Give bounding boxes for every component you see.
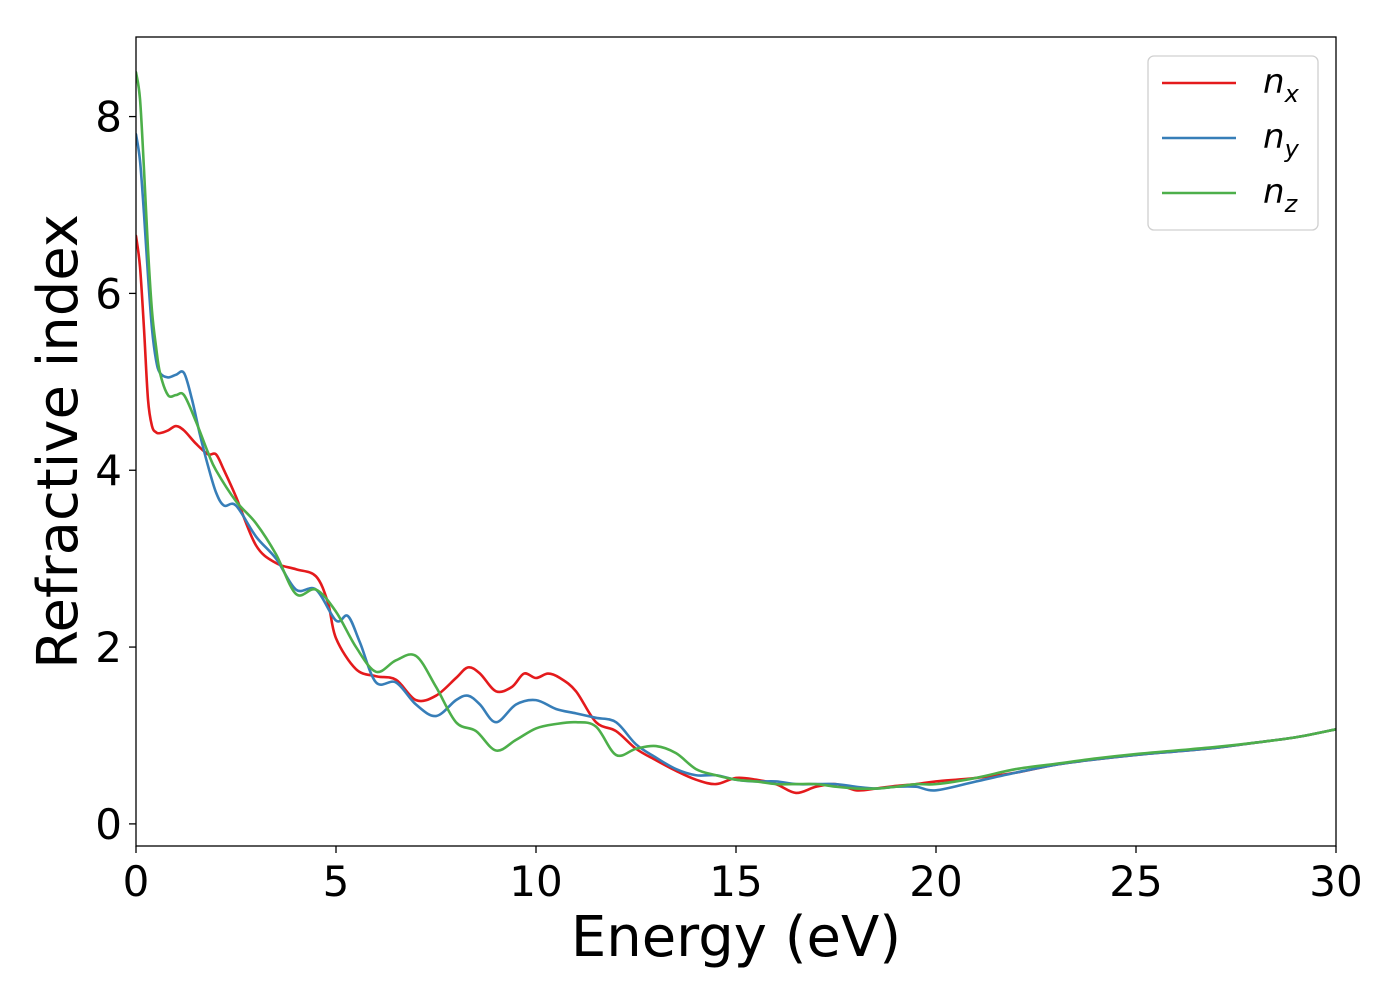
legend-label-nz: nz	[1263, 172, 1299, 218]
y-tick-label: 0	[95, 800, 122, 849]
legend-label-ny: ny	[1263, 117, 1300, 163]
y-tick-label: 6	[95, 269, 122, 318]
x-tick-label: 20	[909, 857, 962, 906]
x-tick-label: 5	[323, 857, 350, 906]
series-line-nz	[136, 71, 1336, 791]
x-axis-ticks: 0 5 10 15 20 25 30	[123, 846, 1363, 906]
x-tick-label: 30	[1309, 857, 1362, 906]
x-axis-label: Energy (eV)	[571, 905, 901, 970]
y-axis-ticks: 0 2 4 6 8	[95, 93, 136, 849]
x-tick-label: 0	[123, 857, 150, 906]
y-tick-label: 4	[95, 446, 122, 495]
y-tick-label: 2	[95, 623, 122, 672]
series-line-ny	[136, 132, 1336, 792]
series-layer	[136, 71, 1336, 795]
series-line-nx	[136, 234, 1336, 795]
legend-box	[1147, 55, 1319, 231]
y-tick-label: 8	[95, 93, 122, 142]
legend-label-nx: nx	[1263, 62, 1300, 108]
y-axis-label: Refractive index	[26, 214, 91, 669]
x-tick-label: 10	[509, 857, 562, 906]
legend: nx ny nz	[1147, 55, 1319, 231]
x-tick-label: 15	[709, 857, 762, 906]
x-tick-label: 25	[1109, 857, 1162, 906]
